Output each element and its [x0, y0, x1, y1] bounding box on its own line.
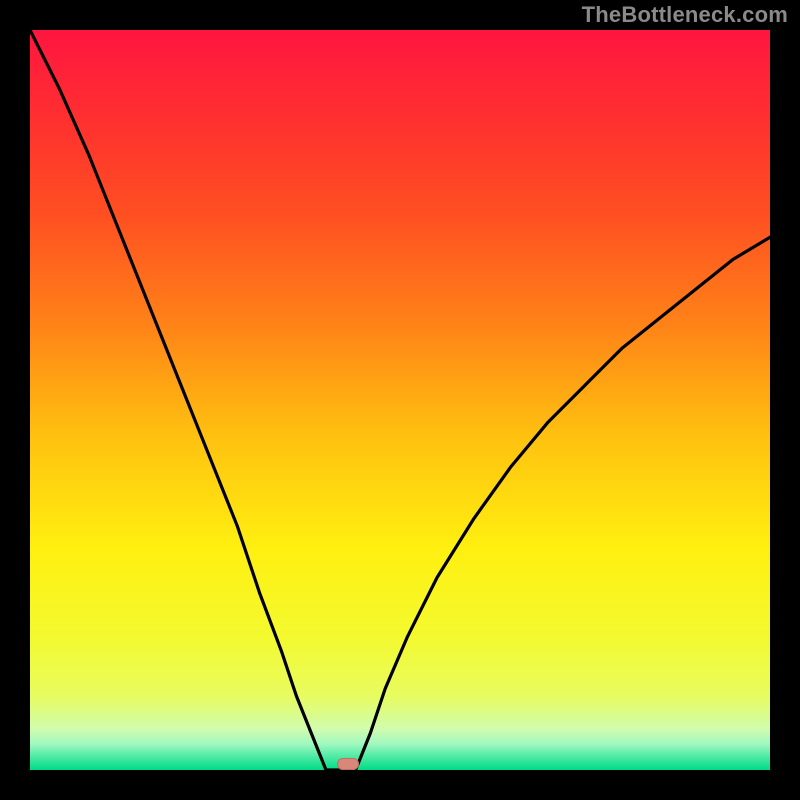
optimum-marker — [337, 758, 359, 770]
watermark-text: TheBottleneck.com — [582, 2, 788, 28]
plot-area — [30, 30, 770, 770]
bottleneck-curve — [30, 30, 770, 770]
